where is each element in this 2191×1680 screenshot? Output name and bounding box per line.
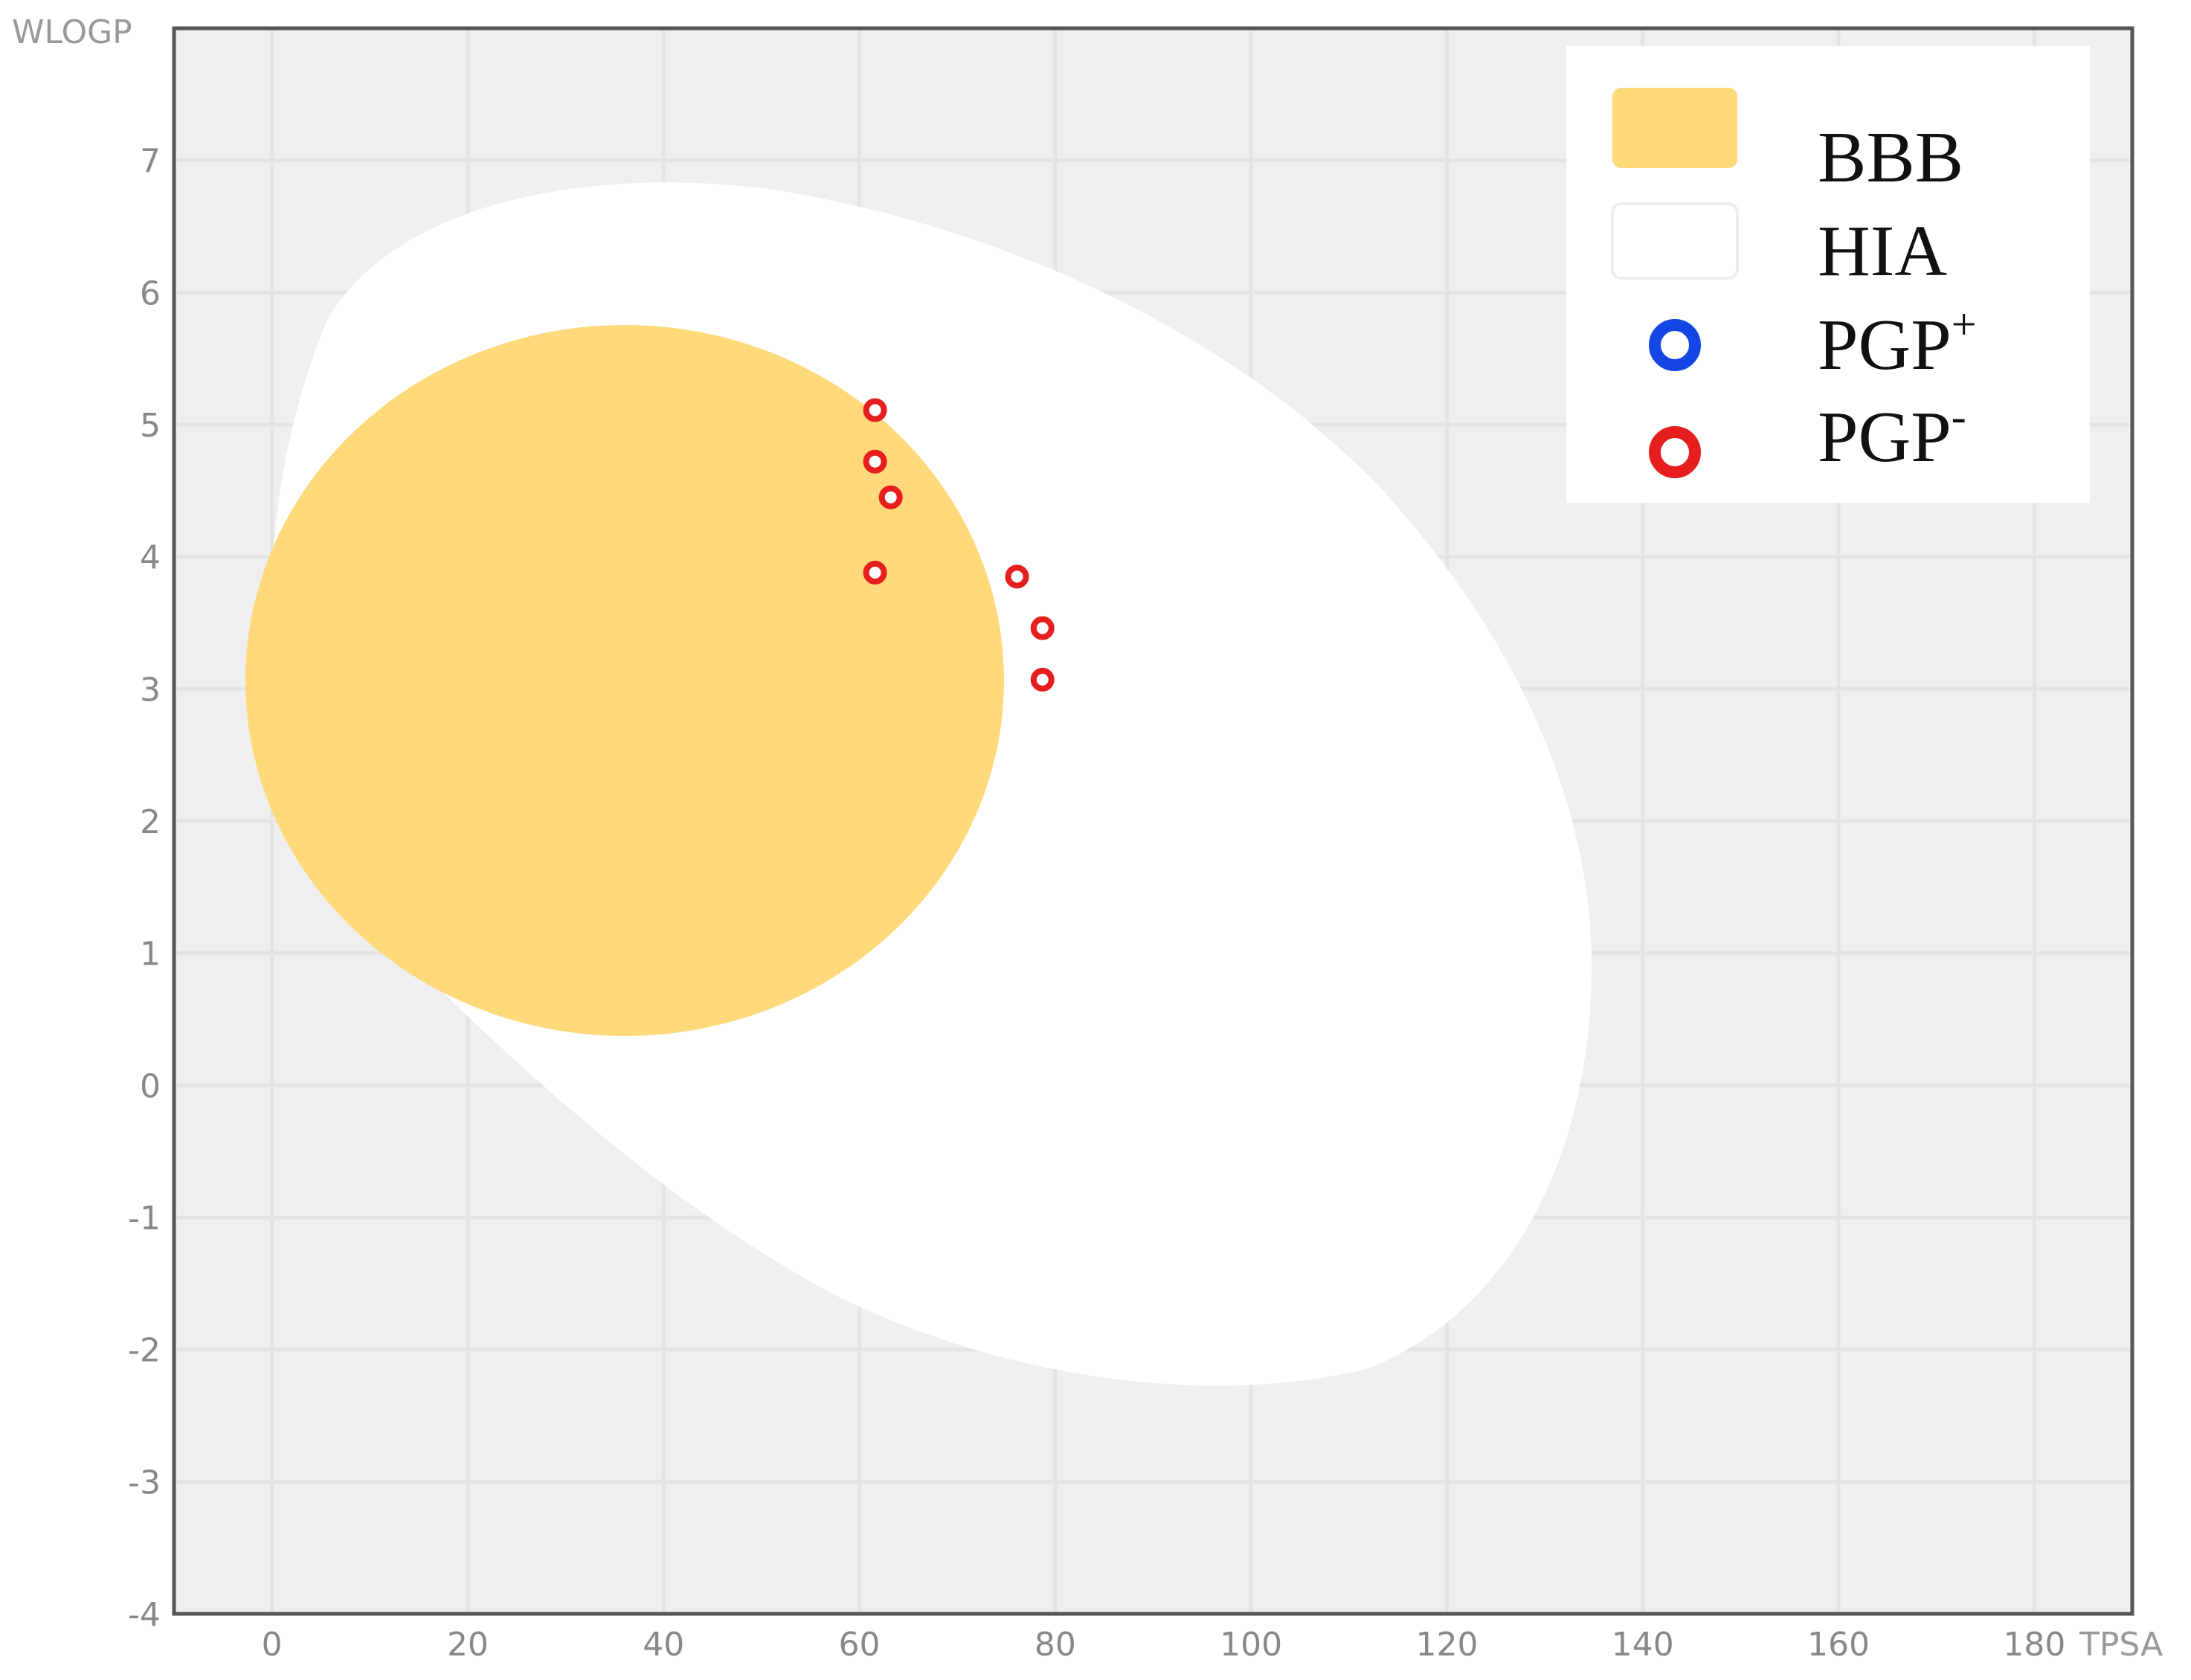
- plot-frame: [172, 26, 2134, 1616]
- y-tick-label: 6: [140, 274, 161, 312]
- legend-label-bbb: BBB: [1818, 118, 1963, 198]
- y-tick-label: 2: [140, 803, 161, 841]
- x-tick-label: 120: [1415, 1626, 1478, 1664]
- x-tick-label: 0: [262, 1626, 283, 1664]
- y-tick-label: 3: [140, 671, 161, 709]
- x-tick-label: 140: [1612, 1626, 1674, 1664]
- y-axis-title: WLOGP: [12, 13, 132, 51]
- y-tick-label: -2: [128, 1332, 161, 1370]
- data-point-pgp-minus: [1030, 616, 1055, 640]
- y-tick-label: 0: [140, 1067, 161, 1105]
- x-tick-label: 180: [2003, 1626, 2065, 1664]
- legend-hia-swatch: [1611, 202, 1739, 280]
- y-tick-label: -1: [128, 1200, 161, 1238]
- legend-pgp-plus-base: PGP: [1818, 305, 1952, 385]
- y-tick-label: -4: [128, 1596, 161, 1634]
- data-point-pgp-minus: [863, 560, 887, 585]
- legend-pgp-minus-base: PGP: [1818, 397, 1952, 477]
- x-tick-label: 60: [839, 1626, 881, 1664]
- y-tick-label: 7: [140, 143, 161, 181]
- x-tick-label: 80: [1035, 1626, 1076, 1664]
- x-axis-title: TPSA: [2079, 1626, 2163, 1664]
- legend-pgp-plus-marker: [1649, 319, 1701, 371]
- y-axis-ticks: 7 6 5 4 3 2 1 0 -1 -2 -3 -4: [128, 143, 161, 1634]
- legend-pgp-plus-sup: +: [1952, 300, 1977, 349]
- legend-pgp-minus-sup: -: [1952, 392, 1966, 441]
- x-tick-label: 20: [447, 1626, 489, 1664]
- x-tick-label: 40: [643, 1626, 684, 1664]
- y-tick-label: 5: [140, 407, 161, 445]
- x-tick-label: 160: [1807, 1626, 1870, 1664]
- bbb-region: [245, 325, 1004, 1036]
- x-tick-label: 100: [1220, 1626, 1282, 1664]
- legend-label-pgp-minus: PGP-: [1818, 392, 1966, 477]
- data-point-pgp-minus: [1005, 564, 1029, 589]
- data-point-pgp-minus: [878, 485, 903, 509]
- data-point-pgp-minus: [863, 449, 887, 474]
- legend: BBB HIA PGP+ PGP-: [1566, 46, 2090, 503]
- y-tick-label: 4: [140, 539, 161, 577]
- x-axis-ticks: 0 20 40 60 80 100 120 140 160 180: [262, 1626, 2066, 1664]
- legend-pgp-minus-marker: [1649, 426, 1701, 478]
- data-points: [863, 398, 1055, 692]
- legend-bbb-swatch: [1612, 88, 1737, 168]
- legend-label-pgp-plus: PGP+: [1818, 300, 1977, 385]
- data-point-pgp-minus: [863, 398, 887, 422]
- y-tick-label: 1: [140, 936, 161, 973]
- data-point-pgp-minus: [1030, 667, 1055, 692]
- y-tick-label: -3: [128, 1464, 161, 1502]
- legend-label-hia: HIA: [1818, 211, 1947, 292]
